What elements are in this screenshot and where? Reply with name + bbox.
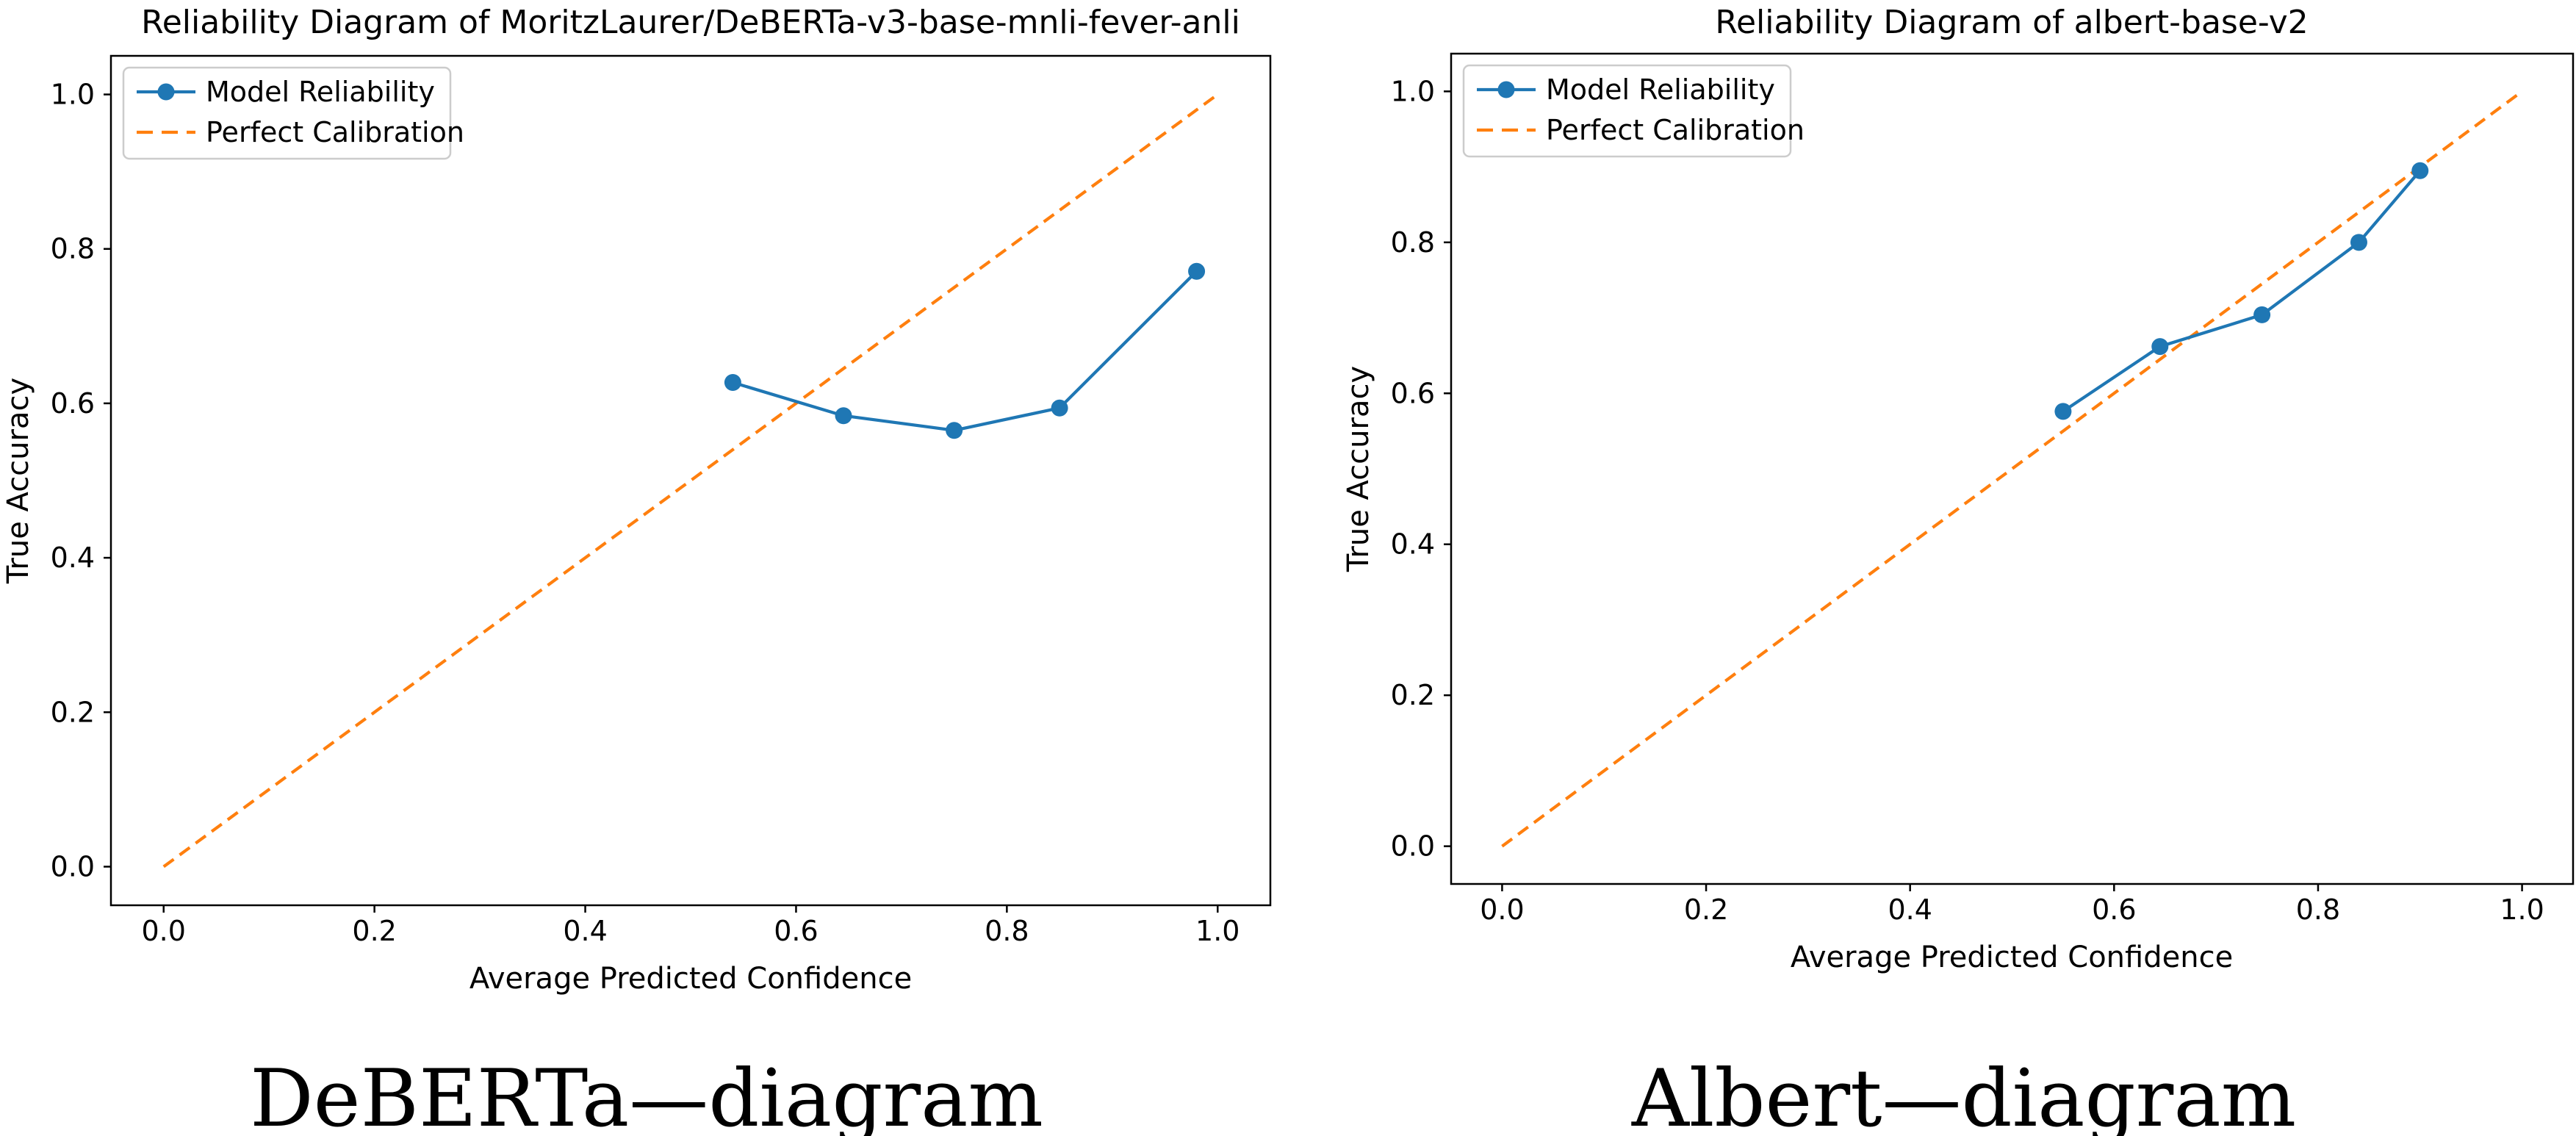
series-perfect-calibration [162, 93, 1219, 869]
figure-caption: Albert—diagram [1631, 1053, 2296, 1136]
data-point-marker [2253, 306, 2271, 323]
legend-model-marker-icon [157, 83, 175, 101]
x-tick-label: 0.4 [1888, 894, 1932, 926]
data-point-marker [1051, 399, 1068, 417]
y-tick-label: 0.4 [51, 542, 95, 574]
data-point-marker [946, 422, 963, 439]
y-tick-label: 0.6 [1391, 377, 1435, 409]
data-point-marker [2151, 338, 2169, 356]
figure-deberta: 0.0 0.2 0.4 0.6 0.8 1.0 0.0 0.2 0.4 0.6 0.8 1.0 Rel… [1, 4, 1272, 1136]
y-tick-label: 0.4 [1391, 528, 1435, 561]
figure-albert: 0.0 0.2 0.4 0.6 0.8 1.0 0.0 0.2 0.4 0.6 0.8 1.0 Rel… [1288, 0, 2576, 1136]
legend-label-model-reliability: Model Reliability [206, 76, 435, 108]
chart-albert: 0.0 0.2 0.4 0.6 0.8 1.0 0.0 0.2 0.4 0.6 0.8 1.0 Rel… [1342, 4, 2575, 1136]
chart-deberta: 0.0 0.2 0.4 0.6 0.8 1.0 0.0 0.2 0.4 0.6 0.8 1.0 Rel… [1, 4, 1272, 1136]
x-tick-label: 1.0 [2500, 894, 2544, 926]
data-point-marker [2054, 403, 2072, 420]
y-axis-label: True Accuracy [1, 378, 35, 584]
y-tick-label: 0.2 [1391, 679, 1435, 711]
chart-title: Reliability Diagram of MoritzLaurer/DeBE… [141, 4, 1240, 41]
legend: Model Reliability Perfect Calibration [1462, 64, 1805, 158]
legend: Model Reliability Perfect Calibration [122, 66, 464, 160]
data-point-marker [2350, 234, 2367, 251]
plot-spines [109, 54, 1272, 907]
legend-box [122, 66, 452, 160]
data-point-marker [2411, 162, 2429, 179]
legend-label-perfect-calibration: Perfect Calibration [206, 116, 464, 148]
y-tick-label: 1.0 [1391, 75, 1435, 107]
legend-box [1462, 64, 1792, 158]
legend-label-perfect-calibration: Perfect Calibration [1546, 114, 1805, 146]
y-tick-label: 0.0 [51, 850, 95, 882]
x-tick-label: 0.0 [142, 915, 186, 947]
y-tick-label: 0.6 [51, 387, 95, 420]
x-tick-label: 1.0 [1195, 915, 1240, 947]
x-tick-label: 0.4 [563, 915, 607, 947]
series-perfect-calibration [1501, 90, 2523, 848]
x-tick-label: 0.8 [2296, 894, 2340, 926]
x-axis-label: Average Predicted Confidence [1791, 941, 2233, 974]
chart-title: Reliability Diagram of albert-base-v2 [1715, 4, 2308, 41]
x-tick-label: 0.8 [985, 915, 1029, 947]
legend-label-model-reliability: Model Reliability [1546, 73, 1775, 106]
x-tick-label: 0.2 [1684, 894, 1728, 926]
figure-caption: DeBERTa—diagram [250, 1053, 1043, 1136]
y-axis-label: True Accuracy [1342, 366, 1375, 572]
series-model-reliability [732, 270, 1198, 432]
x-tick-label: 0.2 [352, 915, 396, 947]
y-tick-label: 0.0 [1391, 830, 1435, 863]
x-tick-label: 0.6 [2092, 894, 2136, 926]
x-tick-label: 0.0 [1480, 894, 1524, 926]
legend-model-marker-icon [1497, 81, 1515, 98]
data-point-marker [835, 407, 852, 425]
y-tick-label: 0.8 [51, 233, 95, 265]
y-tick-label: 0.8 [1391, 226, 1435, 259]
plot-layer: 0.0 0.2 0.4 0.6 0.8 1.0 0.0 0.2 0.4 0.6 0.8 1.0 [1391, 52, 2575, 926]
plot-layer: 0.0 0.2 0.4 0.6 0.8 1.0 0.0 0.2 0.4 0.6 0.8 1.0 [51, 54, 1272, 947]
y-tick-label: 0.2 [51, 696, 95, 728]
x-axis-label: Average Predicted Confidence [469, 962, 912, 996]
data-point-marker [724, 374, 741, 392]
plot-spines [1450, 52, 2575, 885]
y-tick-label: 1.0 [51, 79, 95, 111]
x-tick-label: 0.6 [774, 915, 818, 947]
data-point-marker [1188, 262, 1206, 280]
